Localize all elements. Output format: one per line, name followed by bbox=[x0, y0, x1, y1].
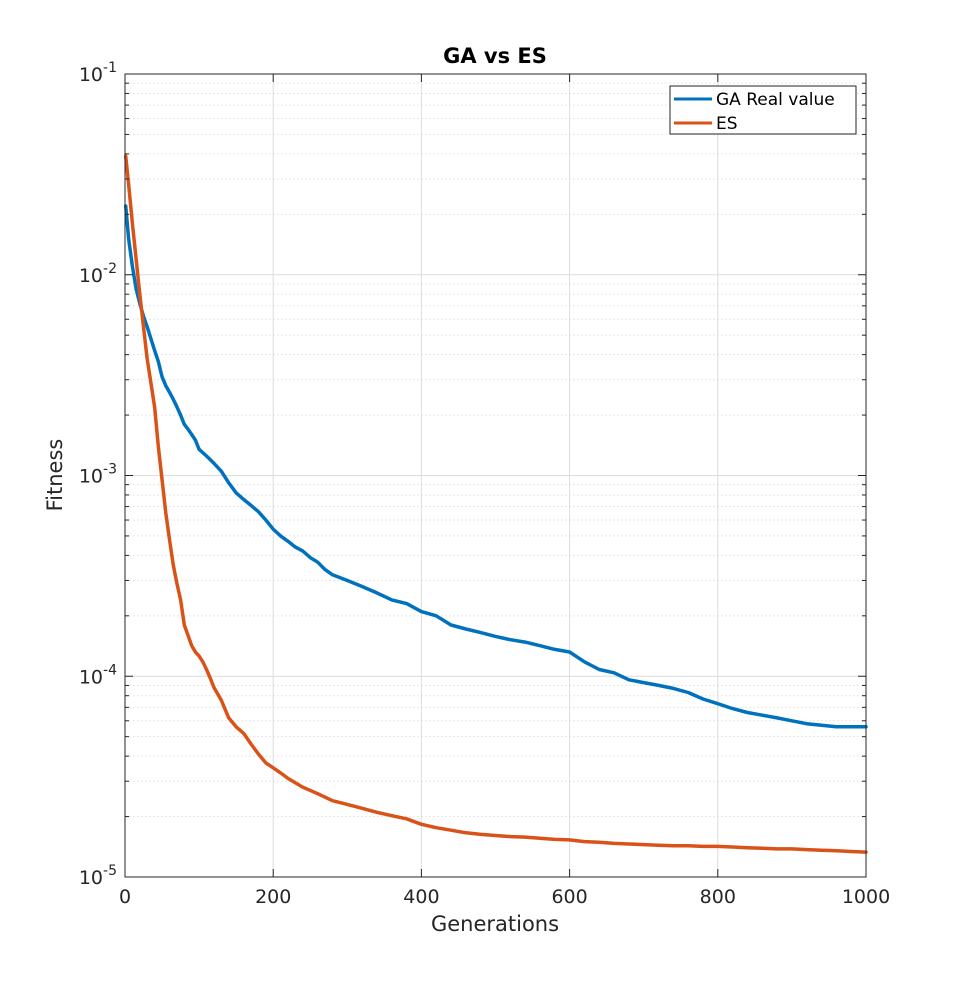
ticks bbox=[124, 73, 867, 878]
y-tick-label: 10-3 bbox=[79, 462, 117, 488]
legend: GA Real value ES bbox=[669, 85, 857, 135]
x-tick-label: 600 bbox=[551, 886, 587, 908]
y-tick-label: 10-4 bbox=[79, 662, 117, 688]
tick-labels: 10-5 10-4 10-3 10-2 10-1 0 200 400 600 800 1000 bbox=[79, 60, 890, 908]
legend-label-ga: GA Real value bbox=[716, 90, 835, 110]
x-axis-label: Generations bbox=[431, 912, 559, 936]
grid bbox=[124, 73, 867, 878]
y-tick-label: 10-1 bbox=[79, 60, 117, 86]
x-tick-label: 400 bbox=[403, 886, 439, 908]
y-axis-label: Fitness bbox=[43, 439, 67, 512]
x-tick-label: 1000 bbox=[842, 886, 890, 908]
series-line-es bbox=[123, 154, 868, 854]
x-tick-label: 800 bbox=[700, 886, 736, 908]
x-tick-label: 200 bbox=[255, 886, 291, 908]
legend-label-es: ES bbox=[716, 114, 738, 134]
series-group bbox=[123, 154, 868, 854]
x-tick-label: 0 bbox=[119, 886, 131, 908]
y-tick-label: 10-2 bbox=[79, 261, 117, 287]
legend-box bbox=[669, 85, 857, 135]
y-tick-label: 10-5 bbox=[79, 863, 117, 889]
series-line-ga bbox=[123, 204, 868, 729]
chart-title: GA vs ES bbox=[443, 44, 547, 68]
